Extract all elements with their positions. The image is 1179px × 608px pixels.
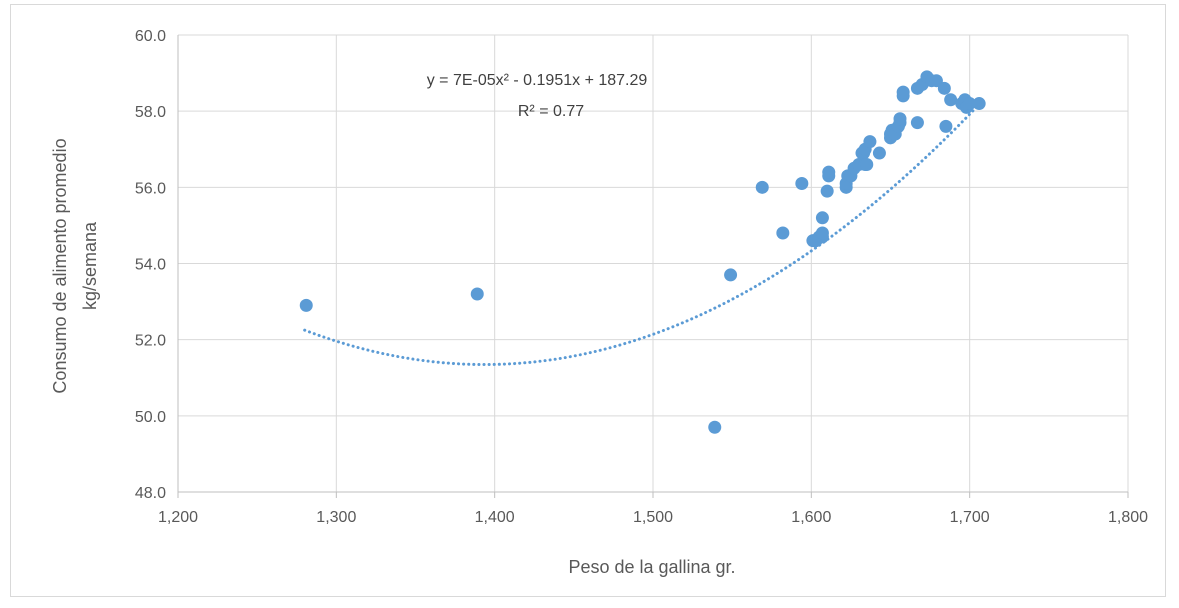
data-point [755, 180, 769, 194]
trendline-equation: y = 7E-05x² - 0.1951x + 187.29 [427, 72, 648, 89]
trendline [303, 99, 984, 367]
y-tick-label: 54.0 [135, 257, 166, 274]
x-axis: 1,200 1,300 1,400 1,500 1,600 1,700 1,800 [158, 491, 1148, 526]
x-tick-label: 1,600 [791, 509, 831, 526]
data-point [944, 93, 958, 107]
data-point [937, 81, 951, 95]
x-axis-title: Peso de la gallina gr. [568, 557, 735, 577]
data-point [939, 119, 953, 133]
data-point [910, 116, 924, 130]
x-tick-label: 1,500 [633, 509, 673, 526]
data-point [893, 112, 907, 126]
data-point [972, 97, 986, 111]
y-tick-label: 56.0 [135, 180, 166, 197]
y-axis-title-line-2: kg/semana [80, 221, 100, 310]
data-point [860, 157, 874, 171]
data-point [896, 85, 910, 99]
data-point [299, 298, 313, 312]
y-tick-label: 52.0 [135, 333, 166, 350]
data-point [863, 135, 877, 149]
y-tick-label: 50.0 [135, 409, 166, 426]
data-points [299, 70, 986, 434]
x-tick-label: 1,200 [158, 509, 198, 526]
data-point [470, 287, 484, 301]
data-point [708, 420, 722, 434]
data-point [820, 184, 834, 198]
y-tick-label: 60.0 [135, 28, 166, 45]
data-point [724, 268, 738, 282]
data-point [776, 226, 790, 240]
data-point [815, 211, 829, 225]
x-tick-label: 1,400 [475, 509, 515, 526]
y-tick-label: 48.0 [135, 485, 166, 502]
x-tick-label: 1,700 [950, 509, 990, 526]
y-tick-label: 58.0 [135, 104, 166, 121]
x-tick-label: 1,300 [316, 509, 356, 526]
data-point [822, 165, 836, 179]
chart-frame [10, 4, 1166, 597]
data-point [795, 177, 809, 191]
trendline-r-squared: R² = 0.77 [518, 103, 584, 120]
trendline-path [303, 99, 984, 367]
data-point [963, 97, 977, 111]
data-point [815, 226, 829, 240]
x-tick-label: 1,800 [1108, 509, 1148, 526]
y-axis: 48.0 50.0 52.0 54.0 56.0 58.0 60.0 [135, 28, 179, 502]
y-axis-title-line-1: Consumo de alimento promedio [50, 138, 70, 393]
data-point [872, 146, 886, 160]
